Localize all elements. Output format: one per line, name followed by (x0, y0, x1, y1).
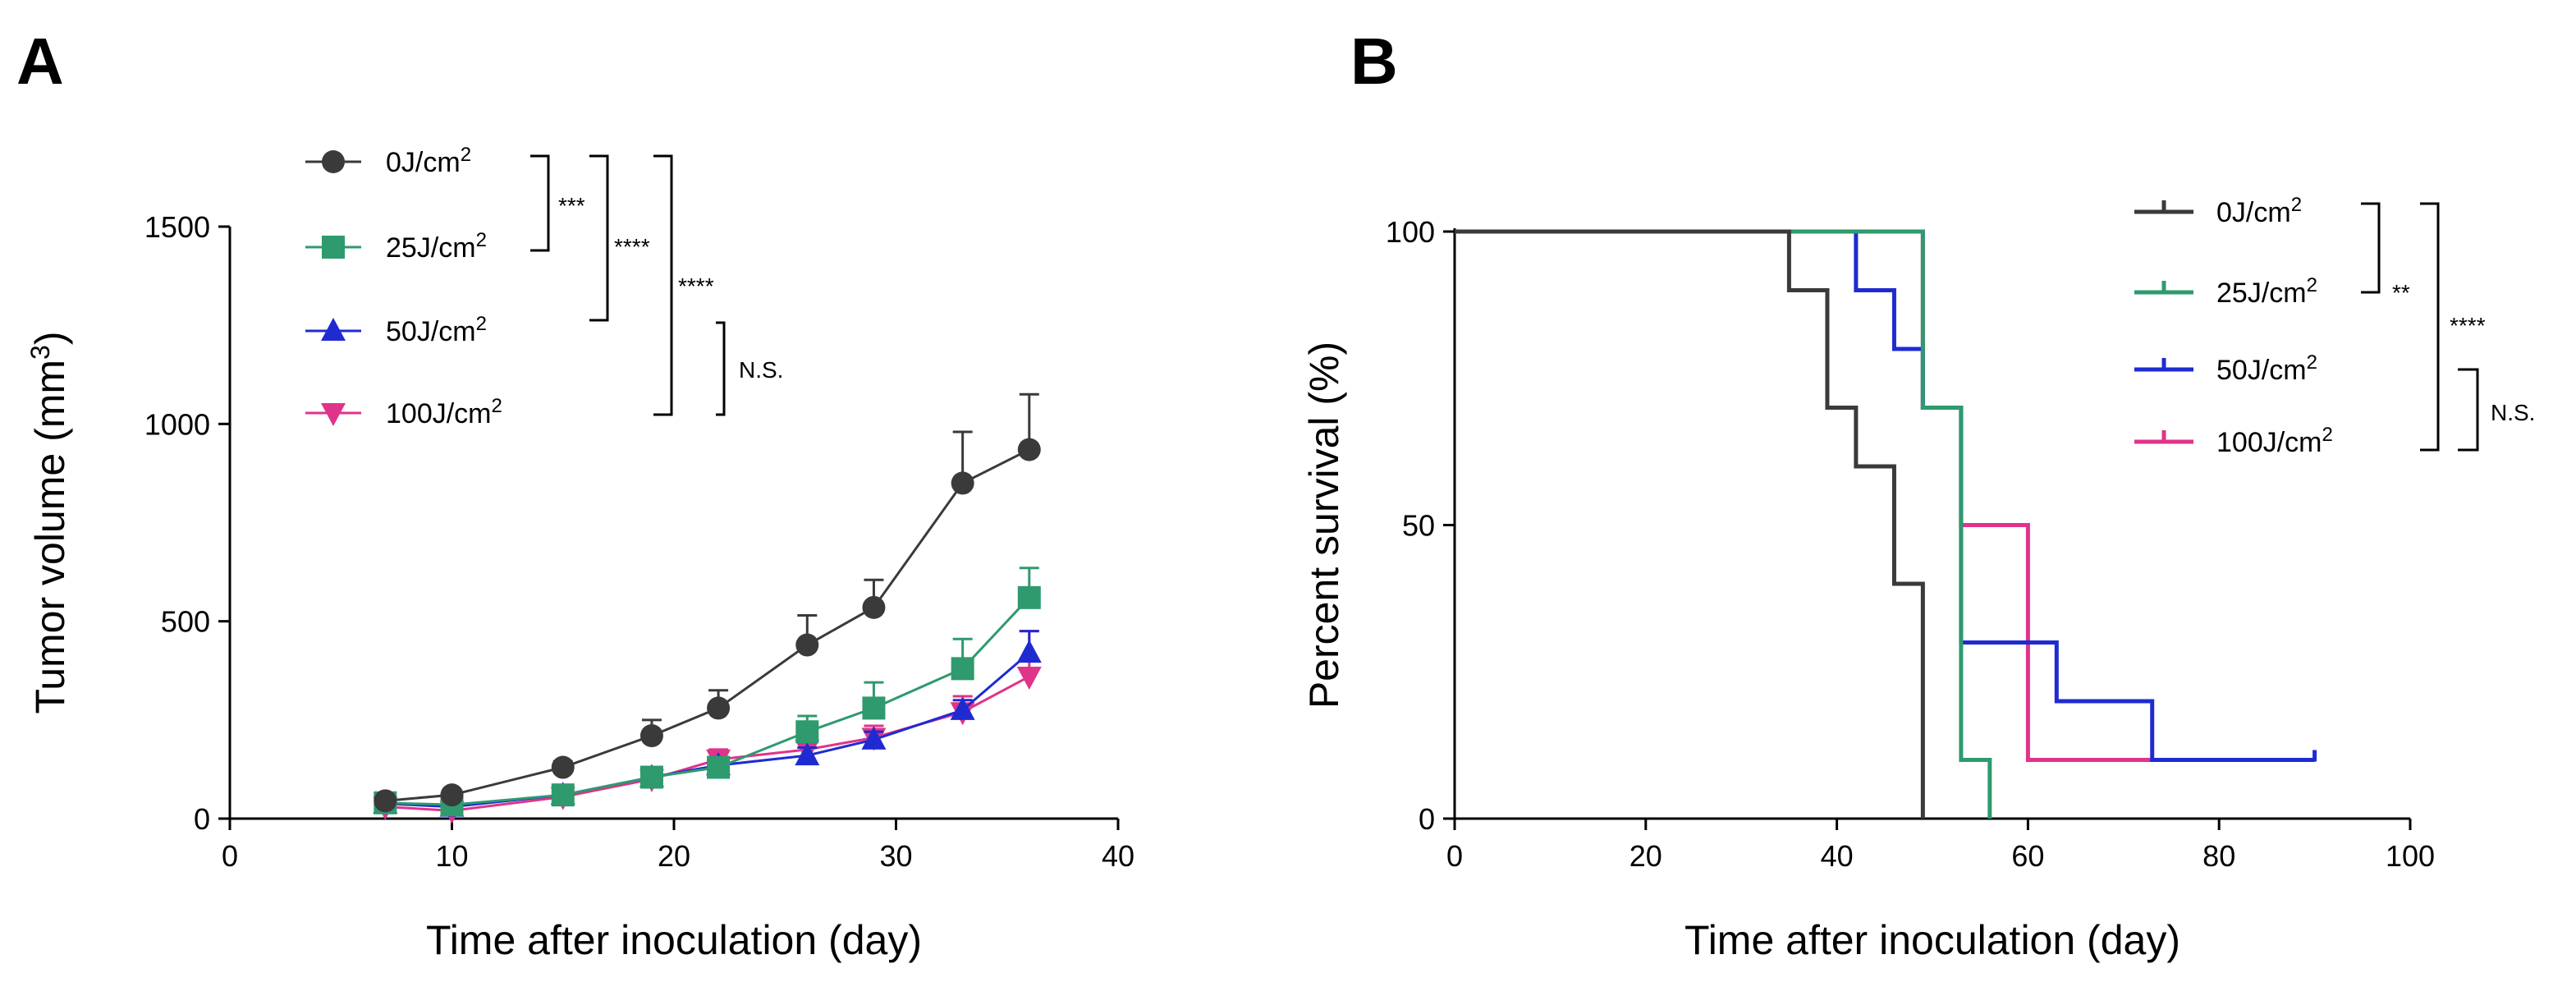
significance-label: **** (2450, 313, 2486, 338)
data-point (795, 720, 819, 744)
y-axis-title: Percent survival (%) (1301, 342, 1347, 709)
y-tick-label: 50 (1402, 509, 1435, 543)
survival-curve-25J (1455, 229, 1992, 819)
bracket-0-100 (653, 154, 673, 416)
x-axis-title: Time after inoculation (day) (426, 917, 922, 963)
x-tick-label: 30 (879, 839, 912, 873)
data-point (861, 726, 887, 750)
bracket-0-25 (530, 154, 550, 252)
significance-brackets (2361, 202, 2479, 452)
data-point (639, 765, 663, 789)
legend-entry-100J: 100J/cm2 (305, 395, 502, 430)
survival-curve-100J (1455, 229, 2152, 762)
y-tick-label: 0 (194, 802, 210, 836)
series-0J (374, 392, 1041, 813)
panel-letter-b: B (1350, 25, 1398, 98)
series-25J (374, 567, 1041, 817)
significance-label: **** (678, 273, 714, 299)
data-point (862, 696, 886, 720)
data-point (707, 696, 731, 720)
survival-curve-50J (1455, 229, 2315, 762)
legend-label: 50J/cm2 (386, 313, 487, 348)
legend-label: 100J/cm2 (386, 395, 502, 430)
legend-entry-100J: 100J/cm2 (2134, 424, 2333, 459)
legend-label: 25J/cm2 (386, 229, 487, 264)
x-tick-label: 10 (435, 839, 468, 873)
legend-entry-0J: 0J/cm2 (2134, 194, 2302, 229)
bracket-0-50 (589, 154, 609, 322)
panel-letter-a: A (16, 25, 64, 98)
bracket-0-100 (2420, 202, 2440, 452)
data-point (862, 595, 886, 619)
x-tick-label: 60 (2011, 839, 2044, 873)
significance-label: ** (2392, 280, 2410, 305)
data-point (551, 783, 575, 807)
significance-label: **** (614, 234, 650, 259)
significance-label: *** (558, 193, 585, 218)
data-point (795, 633, 819, 657)
x-tick-label: 80 (2202, 839, 2235, 873)
legend-label: 100J/cm2 (2216, 424, 2333, 459)
survival-curve-0J (1455, 229, 1925, 819)
x-tick-label: 100 (2386, 839, 2435, 873)
bracket-0-25 (2361, 202, 2381, 294)
data-point (951, 657, 974, 681)
data-point (639, 724, 663, 748)
data-point (707, 755, 731, 779)
significance-label: N.S. (2491, 400, 2535, 425)
series-line (385, 651, 1030, 809)
legend-label: 50J/cm2 (2216, 351, 2317, 387)
legend-entry-25J: 25J/cm2 (2134, 274, 2317, 310)
x-tick-label: 20 (658, 839, 690, 873)
legend-entry-25J: 25J/cm2 (305, 229, 487, 264)
significance-label: N.S. (739, 357, 783, 383)
legend-entry-50J: 50J/cm2 (305, 313, 487, 348)
legend-marker (322, 150, 345, 173)
data-point (1016, 640, 1042, 663)
data-point (551, 755, 575, 779)
data-point (795, 742, 820, 766)
legend-entry-50J: 50J/cm2 (2134, 351, 2317, 387)
data-point (950, 696, 975, 720)
legend-label: 0J/cm2 (2216, 194, 2302, 229)
bracket-50-100 (716, 321, 726, 416)
y-tick-label: 0 (1419, 802, 1435, 836)
significance-brackets (530, 154, 726, 416)
x-tick-label: 0 (1446, 839, 1463, 873)
x-tick-label: 40 (1821, 839, 1854, 873)
legend-label: 0J/cm2 (386, 144, 471, 179)
chart-a-tumor-volume: 0 10 20 30 40 0 500 1000 1500 Time after inoculat… (25, 144, 1134, 964)
y-tick-label: 100 (1386, 215, 1435, 249)
bracket-50-100 (2458, 368, 2479, 452)
series-100J (373, 630, 1042, 824)
y-tick-label: 1000 (144, 407, 210, 441)
legend-entry-0J: 0J/cm2 (305, 144, 471, 179)
x-axis-title: Time after inoculation (day) (1684, 917, 2180, 963)
legend-marker (322, 236, 345, 259)
data-point (1016, 666, 1042, 690)
x-tick-label: 40 (1102, 839, 1134, 873)
data-point (951, 471, 974, 495)
data-point (1017, 438, 1041, 461)
chart-b-survival: 0 20 40 60 80 100 0 50 100 Time after inoculation… (1301, 194, 2535, 964)
legend-marker (321, 403, 346, 426)
data-point (1017, 585, 1041, 609)
y-tick-label: 1500 (144, 210, 210, 244)
x-tick-label: 20 (1629, 839, 1662, 873)
y-tick-label: 500 (161, 605, 210, 639)
series-line (385, 448, 1030, 802)
data-point (374, 789, 397, 813)
series-line (385, 675, 1030, 812)
legend-label: 25J/cm2 (2216, 274, 2317, 310)
x-tick-label: 0 (222, 839, 238, 873)
legend-marker (321, 318, 346, 341)
y-axis-title: Tumor volume (mm3) (25, 332, 73, 714)
data-point (440, 783, 464, 807)
